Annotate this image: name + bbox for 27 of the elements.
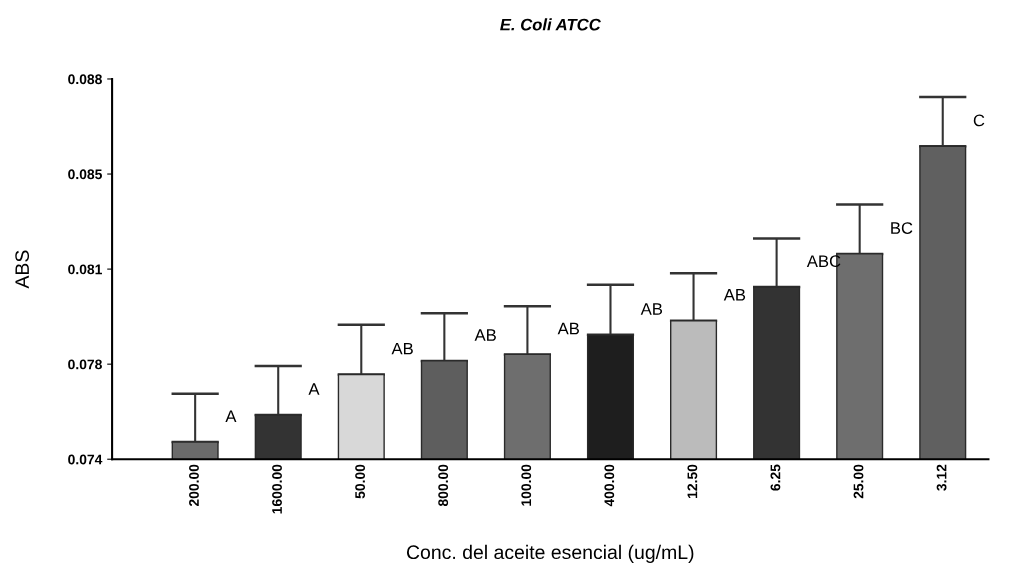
- annotation: BC: [891, 222, 913, 234]
- x-tick-label: 50.00: [355, 464, 366, 499]
- y-tick-label: 0.078: [68, 359, 102, 370]
- annotation: A: [225, 410, 237, 422]
- y-tick-label: 0.074: [68, 454, 103, 465]
- x-tick-label: 100.00: [521, 464, 532, 506]
- annotation: AB: [474, 329, 496, 341]
- annotation: AB: [640, 303, 663, 315]
- annotation: AB: [557, 322, 579, 335]
- y-tick-label: 0.085: [68, 169, 102, 180]
- x-tick-label: 3.12: [936, 464, 947, 491]
- y-tick-label: 0.081: [68, 264, 102, 275]
- x-tick-label: 12.50: [687, 464, 698, 498]
- x-tick-label: 400.00: [604, 464, 615, 507]
- x-tick-label: 6.25: [770, 464, 781, 491]
- x-axis-title: Conc. del aceite esencial (ug/mL): [406, 544, 694, 563]
- x-tick-label: 200.00: [189, 464, 199, 507]
- annotation: AB: [391, 342, 413, 355]
- y-tick-label: 0.088: [68, 74, 102, 85]
- annotation: AB: [723, 289, 746, 301]
- x-tick-label: 1600.00: [272, 464, 282, 514]
- x-tick-label: 25.00: [853, 464, 864, 499]
- annotation: A: [308, 383, 320, 395]
- annotation: C: [973, 114, 985, 127]
- chart-title: E. Coli ATCC: [500, 18, 601, 31]
- x-tick-label: 800.00: [438, 464, 449, 507]
- y-axis-title: ABS: [15, 250, 30, 289]
